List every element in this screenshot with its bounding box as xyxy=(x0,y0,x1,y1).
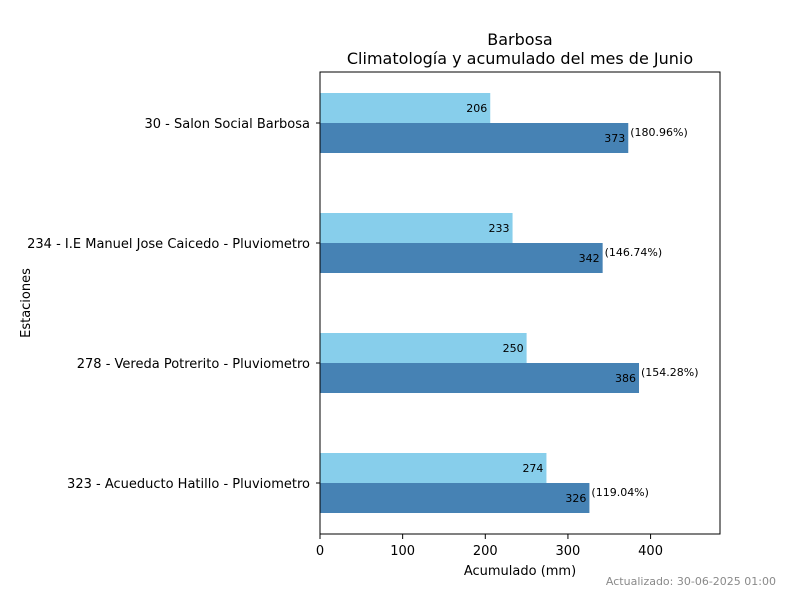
bar-value-label: 250 xyxy=(503,342,524,355)
y-axis-label: Estaciones xyxy=(19,268,34,338)
bar-percent-label: (146.74%) xyxy=(605,246,663,259)
bar-value-label: 342 xyxy=(579,252,600,265)
bar-value-label: 274 xyxy=(522,462,543,475)
chart-subtitle: Climatología y acumulado del mes de Juni… xyxy=(347,49,693,68)
accumulated-bar xyxy=(320,123,629,153)
y-tick-label: 234 - I.E Manuel Jose Caicedo - Pluviome… xyxy=(27,237,310,252)
bar-value-label: 233 xyxy=(489,222,510,235)
accumulated-bar xyxy=(320,483,590,513)
climatology-bar xyxy=(320,213,513,243)
bar-percent-label: (154.28%) xyxy=(641,366,699,379)
bar-value-label: 206 xyxy=(466,102,487,115)
bars-group: 206 373 (180.96%) 233 342 (146.74%) 250 386 (154… xyxy=(320,93,699,513)
updated-timestamp: Actualizado: 30-06-2025 01:00 xyxy=(605,575,776,588)
bar-percent-label: (119.04%) xyxy=(591,486,649,499)
x-tick-label: 200 xyxy=(473,544,498,559)
x-tick-label: 100 xyxy=(390,544,415,559)
plot-frame xyxy=(319,71,721,535)
bar-value-label: 386 xyxy=(615,372,636,385)
x-ticks: 0 100 200 300 400 xyxy=(316,534,663,559)
bar-percent-label: (180.96%) xyxy=(630,126,688,139)
y-tick-label: 323 - Acueducto Hatillo - Pluviometro xyxy=(67,477,310,492)
bar-value-label: 373 xyxy=(604,132,625,145)
climatology-bar xyxy=(320,333,527,363)
y-tick-labels: 30 - Salon Social Barbosa 234 - I.E Manue… xyxy=(27,117,320,492)
chart-title: Barbosa xyxy=(487,30,552,49)
accumulated-bar xyxy=(320,363,640,393)
x-tick-label: 300 xyxy=(556,544,581,559)
y-tick-label: 30 - Salon Social Barbosa xyxy=(144,117,310,132)
accumulated-bar xyxy=(320,243,603,273)
climatology-bar xyxy=(320,453,547,483)
y-tick-label: 278 - Vereda Potrerito - Pluviometro xyxy=(77,357,310,372)
x-tick-label: 0 xyxy=(316,544,324,559)
climatology-bar xyxy=(320,93,491,123)
x-axis-label: Acumulado (mm) xyxy=(464,564,576,579)
bar-value-label: 326 xyxy=(565,492,586,505)
x-tick-label: 400 xyxy=(638,544,663,559)
